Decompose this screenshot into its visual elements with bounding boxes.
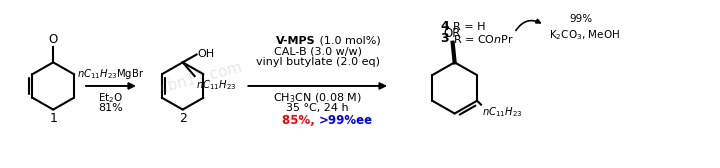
Text: >99%ee: >99%ee xyxy=(319,114,373,127)
Text: 4: 4 xyxy=(441,20,449,33)
FancyArrowPatch shape xyxy=(516,19,540,31)
Text: 1: 1 xyxy=(49,112,57,125)
Text: R = H: R = H xyxy=(453,22,485,32)
Text: V-MPS: V-MPS xyxy=(276,36,315,46)
Text: CH$_3$CN (0.08 M): CH$_3$CN (0.08 M) xyxy=(274,92,362,106)
Text: 2: 2 xyxy=(179,112,186,125)
Text: Et$_2$O: Et$_2$O xyxy=(99,91,124,105)
Text: cbn17.com: cbn17.com xyxy=(158,60,243,96)
Text: $nC_{11}H_{23}$MgBr: $nC_{11}H_{23}$MgBr xyxy=(77,67,145,81)
Text: 3: 3 xyxy=(441,32,449,45)
Text: 35 °C, 24 h: 35 °C, 24 h xyxy=(287,103,349,113)
Text: CAL-B (3.0 w/w): CAL-B (3.0 w/w) xyxy=(274,47,361,56)
Text: 99%: 99% xyxy=(570,14,593,24)
Text: OH: OH xyxy=(197,49,215,58)
Text: vinyl butylate (2.0 eq): vinyl butylate (2.0 eq) xyxy=(256,57,379,67)
Text: 81%: 81% xyxy=(99,103,123,113)
Text: OR: OR xyxy=(443,27,460,40)
Text: K$_2$CO$_3$, MeOH: K$_2$CO$_3$, MeOH xyxy=(549,28,621,42)
Text: 85%,: 85%, xyxy=(282,114,319,127)
Text: $nC_{11}H_{23}$: $nC_{11}H_{23}$ xyxy=(196,78,236,92)
Text: O: O xyxy=(48,33,58,46)
Text: R = CO$n$Pr: R = CO$n$Pr xyxy=(453,33,513,45)
Text: (1.0 mol%): (1.0 mol%) xyxy=(315,36,380,46)
Text: $nC_{11}H_{23}$: $nC_{11}H_{23}$ xyxy=(482,106,523,119)
